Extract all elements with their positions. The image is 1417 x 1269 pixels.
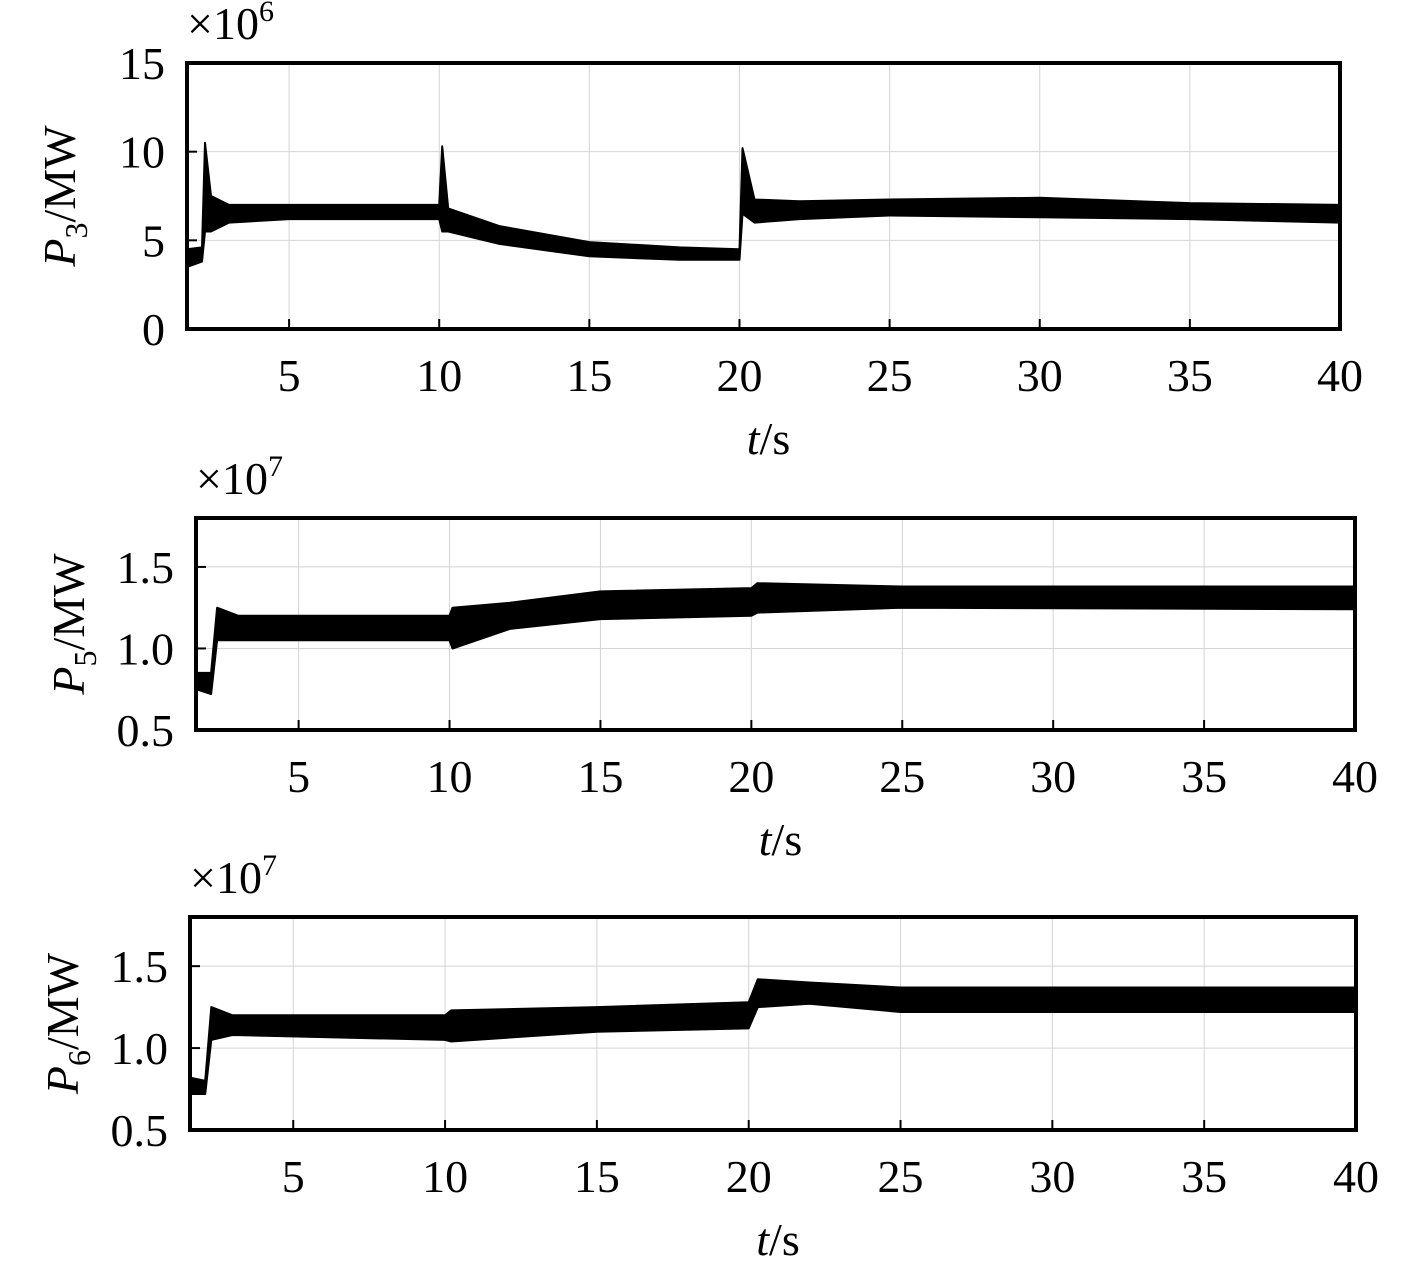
y-tick-label: 1.0 [117,623,175,674]
y-axis-label: P6/MW [37,952,97,1095]
x-tick-label: 25 [878,1151,924,1202]
signal-band [186,141,1341,268]
x-label-unit: /s [772,814,803,865]
x-label-symbol: t [747,413,761,464]
scale-factor: ×107 [196,450,283,504]
x-tick-label: 5 [282,1151,305,1202]
x-tick-label: 35 [1181,751,1227,802]
x-tick-label: 35 [1167,350,1213,401]
x-tick-label: 30 [1030,751,1076,802]
y-label-symbol: P [34,239,85,268]
x-label-unit: /s [760,413,791,464]
y-tick-label: 10 [119,127,165,178]
x-label-symbol: t [759,814,773,865]
y-label-symbol: P [37,1066,88,1095]
subplot: 5 10 15 20 25 30 35 40 0.5 1.0 1.5 ×107 P6/MW t/s [37,849,1379,1265]
scale-factor: ×106 [187,0,274,49]
scale-base: ×10 [190,852,262,903]
x-tick-label: 30 [1017,350,1063,401]
y-tick-label: 1.5 [111,941,169,992]
x-tick-label: 10 [422,1151,468,1202]
x-tick-label: 5 [287,751,310,802]
y-label-unit: /MW [43,553,94,651]
y-tick-label: 0 [142,304,165,355]
scale-power: 7 [262,849,277,882]
x-tick-label: 15 [577,751,623,802]
subplot: 5 10 15 20 25 30 35 40 0 5 10 15 ×106 P3/MW t/s [34,0,1363,464]
y-label-subscript: 5 [67,651,103,667]
x-tick-label: 10 [416,350,462,401]
y-label-symbol: P [43,667,94,696]
scale-base: ×10 [196,453,268,504]
scale-power: 7 [268,450,283,483]
x-tick-label: 40 [1332,751,1378,802]
x-axis-label: t/s [756,1214,799,1265]
x-tick-label: 25 [879,751,925,802]
y-tick-label: 15 [119,38,165,89]
y-axis-label: P3/MW [34,125,94,268]
x-tick-label: 35 [1181,1151,1227,1202]
x-tick-label: 20 [728,751,774,802]
plot-frame [185,61,1342,331]
x-label-unit: /s [769,1214,800,1265]
x-tick-label: 40 [1333,1151,1379,1202]
x-tick-label: 5 [278,350,301,401]
x-label-symbol: t [756,1214,770,1265]
x-tick-label: 15 [574,1151,620,1202]
y-axis-label: P5/MW [43,553,103,696]
y-label-unit: /MW [37,952,88,1050]
y-tick-label: 5 [142,215,165,266]
y-tick-label: 1.5 [117,542,175,593]
y-tick-label: 0.5 [111,1105,169,1156]
plot-frame [194,516,1357,732]
x-axis-label: t/s [747,413,790,464]
plot-frame [188,915,1358,1132]
x-tick-label: 15 [566,350,612,401]
y-label-subscript: 3 [58,223,94,239]
y-tick-label: 0.5 [117,705,175,756]
x-tick-label: 30 [1029,1151,1075,1202]
y-tick-label: 1.0 [111,1023,169,1074]
x-axis-label: t/s [759,814,802,865]
scale-power: 6 [259,0,274,28]
scale-factor: ×107 [190,849,277,903]
x-tick-label: 25 [867,350,913,401]
signal-band [189,978,1357,1095]
signal-band [195,582,1356,696]
y-label-subscript: 6 [61,1050,97,1066]
x-tick-label: 40 [1317,350,1363,401]
x-tick-label: 20 [726,1151,772,1202]
scale-base: ×10 [187,0,259,49]
x-tick-label: 20 [716,350,762,401]
x-tick-label: 10 [427,751,473,802]
y-label-unit: /MW [34,125,85,223]
